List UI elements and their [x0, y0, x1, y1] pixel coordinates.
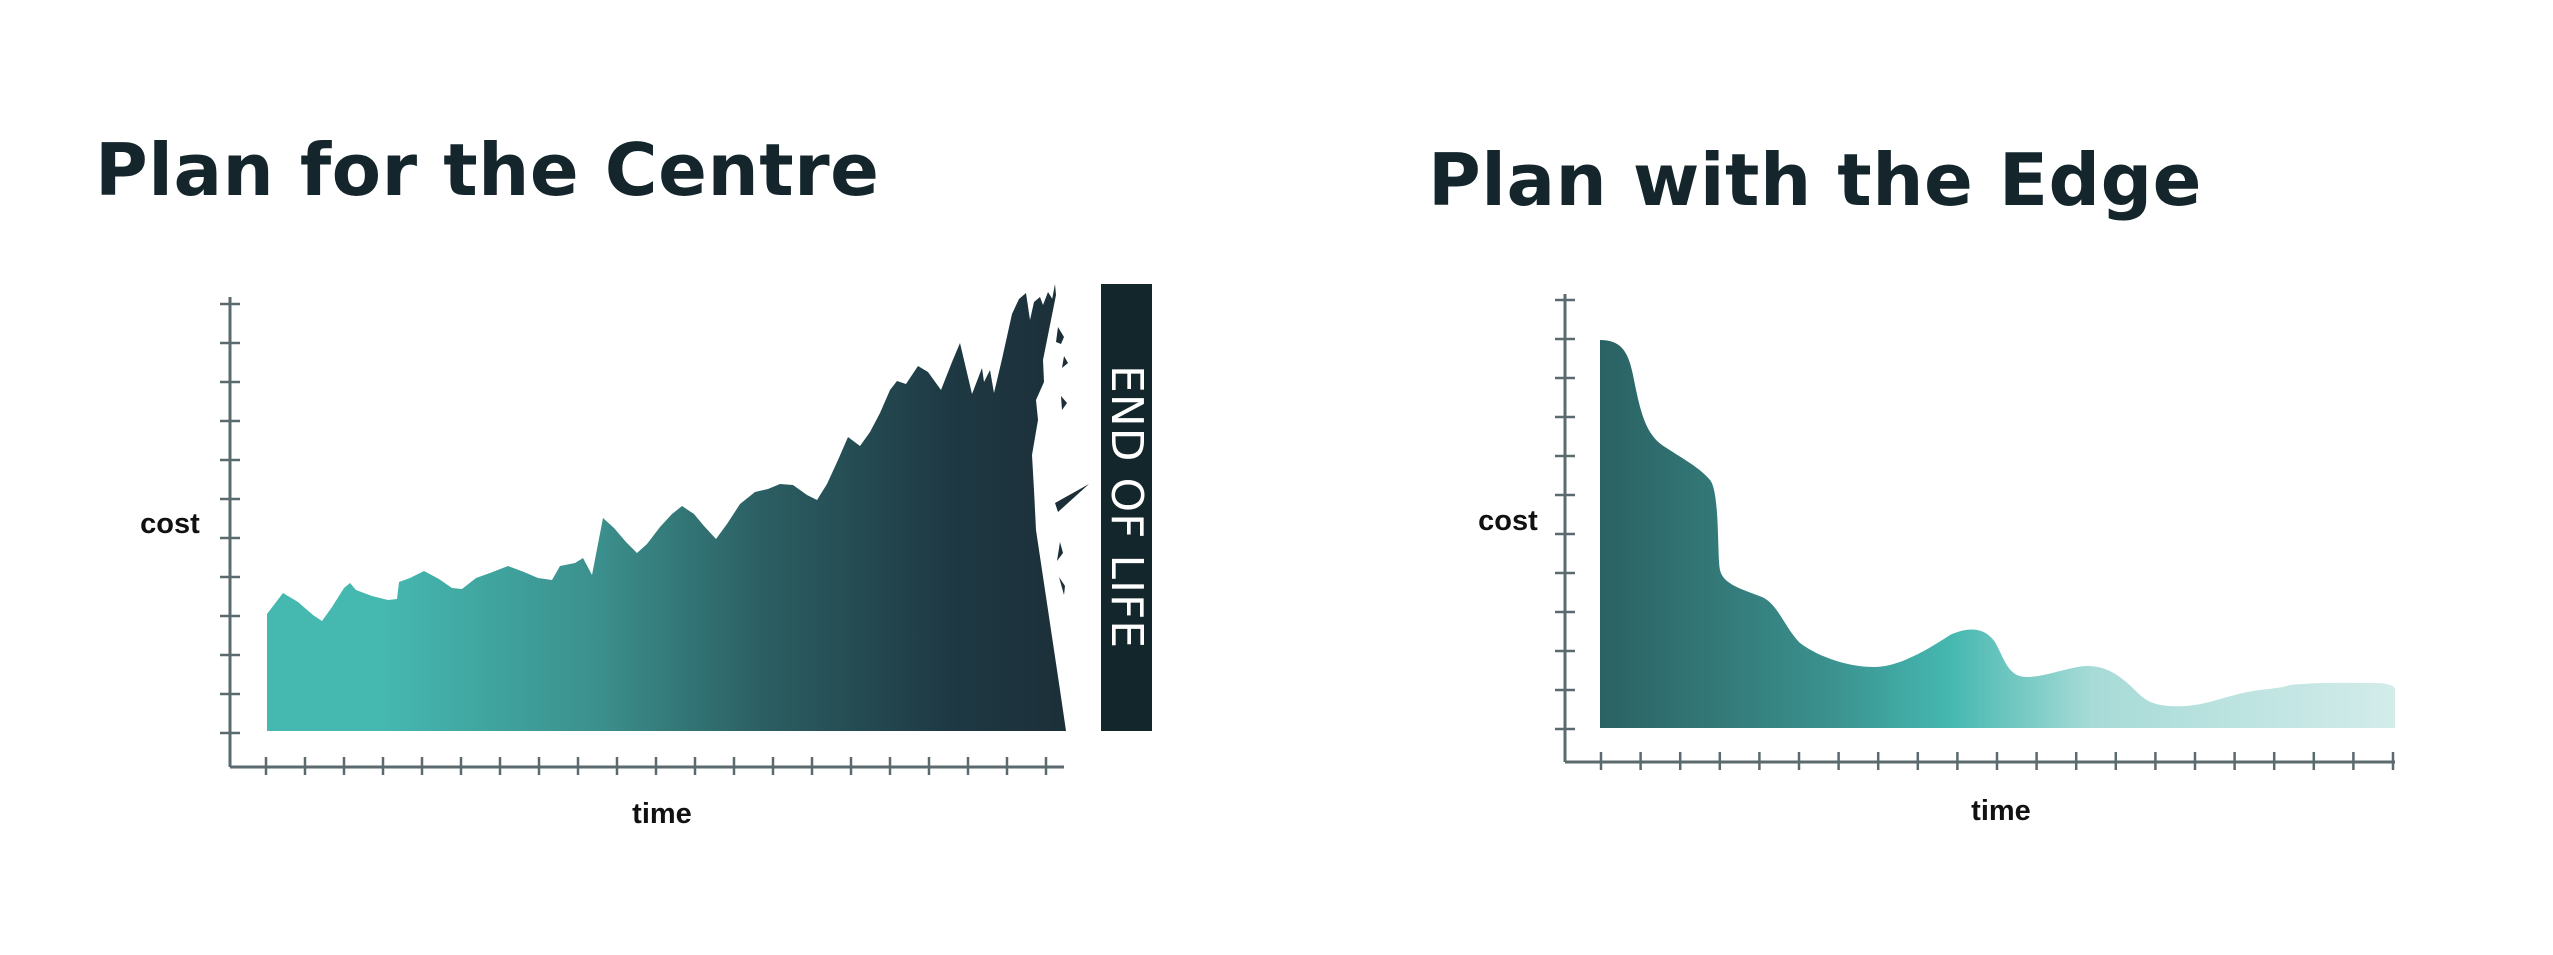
end-of-life-band — [1101, 284, 1152, 731]
centre-cost-area — [267, 284, 1066, 731]
shard — [1055, 484, 1089, 512]
centre-y-axis-label: cost — [140, 508, 200, 540]
shard — [1056, 327, 1064, 344]
chart-title-centre: Plan for the Centre — [95, 128, 880, 212]
edge-chart: cost time — [1478, 294, 2395, 827]
centre-x-ticks — [264, 757, 1048, 775]
edge-y-axis-label: cost — [1478, 505, 1538, 537]
chart-title-edge: Plan with the Edge — [1428, 138, 2202, 222]
edge-x-ticks — [1599, 752, 2395, 770]
shard — [1059, 577, 1065, 595]
end-of-life-label: END OF LIFE — [1101, 365, 1152, 649]
shard — [1061, 396, 1067, 410]
shard — [1062, 356, 1068, 368]
centre-chart: END OF LIFE cost time — [140, 284, 1152, 830]
edge-y-ticks — [1555, 298, 1575, 731]
centre-broken-shards — [1055, 327, 1089, 595]
edge-chart-axes — [1563, 294, 2395, 764]
shard — [1057, 542, 1063, 561]
centre-y-ticks — [220, 302, 240, 735]
centre-chart-axes — [228, 297, 1064, 769]
centre-x-axis-label: time — [632, 798, 692, 830]
edge-cost-area — [1600, 340, 2395, 728]
edge-x-axis-label: time — [1971, 795, 2031, 827]
